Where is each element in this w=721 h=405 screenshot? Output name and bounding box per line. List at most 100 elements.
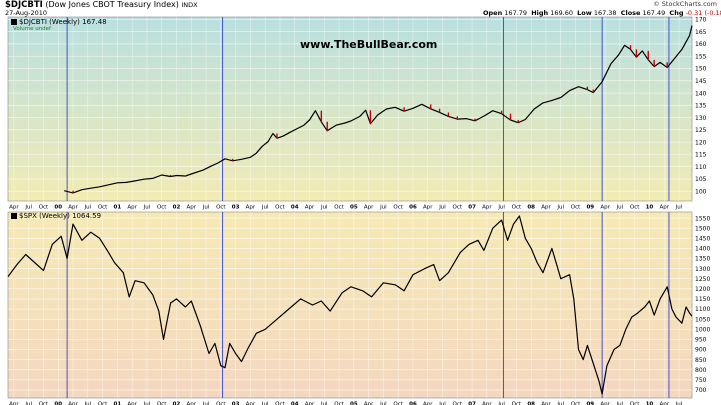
x-tick-label: Oct xyxy=(334,205,344,211)
chart-header: $DJCBTI (Dow Jones CBOT Treasury Index) … xyxy=(5,0,198,10)
x-tick-label: Jul xyxy=(616,402,624,405)
y-tick-label: 900 xyxy=(695,347,707,354)
legend-djcbti: $DJCBTI (Weekly) 167.48 xyxy=(11,18,107,26)
y-tick-label: 1100 xyxy=(695,306,710,313)
high-label: High xyxy=(531,9,549,17)
x-tick-label: Apr xyxy=(9,402,19,405)
legend-swatch-icon xyxy=(11,19,17,25)
x-tick-label: Apr xyxy=(187,205,197,211)
x-tick-label: 10 xyxy=(646,402,654,405)
x-tick-label: 04 xyxy=(291,205,299,211)
x-tick-label: 00 xyxy=(54,402,62,405)
x-tick-label: 05 xyxy=(350,402,358,405)
x-tick-label: Jul xyxy=(616,205,624,211)
y-tick-label: 165 xyxy=(695,29,707,36)
x-tick-label: Oct xyxy=(98,402,108,405)
x-tick-label: 01 xyxy=(114,205,122,211)
x-tick-label: Oct xyxy=(216,402,226,405)
x-tick-label: Apr xyxy=(305,205,315,211)
symbol: $DJCBTI xyxy=(5,0,43,10)
x-tick-label: Oct xyxy=(630,205,640,211)
x-tick-label: Jul xyxy=(202,402,210,405)
x-tick-label: Jul xyxy=(320,402,328,405)
y-tick-label: 160 xyxy=(695,41,707,48)
y-tick-label: 700 xyxy=(695,387,707,394)
exchange: INDX xyxy=(181,1,198,9)
x-tick-label: Apr xyxy=(9,205,19,211)
x-tick-label: Jul xyxy=(24,402,32,405)
x-tick-label: Jul xyxy=(143,205,151,211)
x-tick-label: Jul xyxy=(556,402,564,405)
x-tick-label: 09 xyxy=(586,402,594,405)
x-tick-label: Oct xyxy=(39,205,49,211)
x-tick-label: Jul xyxy=(438,402,446,405)
y-tick-label: 1450 xyxy=(695,235,710,242)
x-tick-label: 09 xyxy=(586,205,594,211)
y-tick-label: 1550 xyxy=(695,215,710,222)
x-tick-label: 07 xyxy=(468,402,476,405)
x-tick-label: 08 xyxy=(527,205,535,211)
y-tick-label: 155 xyxy=(695,53,707,60)
y-tick-label: 135 xyxy=(695,103,707,110)
y-tick-label: 1050 xyxy=(695,316,710,323)
x-tick-label: Jul xyxy=(83,402,91,405)
x-tick-label: Oct xyxy=(275,402,285,405)
x-tick-label: Oct xyxy=(453,402,463,405)
x-tick-label: 08 xyxy=(527,402,535,405)
x-tick-label: Apr xyxy=(482,402,492,405)
x-tick-label: 06 xyxy=(409,205,417,211)
y-tick-label: 750 xyxy=(695,377,707,384)
top-panel-bg xyxy=(7,16,693,202)
credit: © StockCharts.com xyxy=(653,0,717,8)
y-tick-label: 1500 xyxy=(695,225,710,232)
x-tick-label: Apr xyxy=(659,205,669,211)
y-tick-label: 1250 xyxy=(695,276,710,283)
high-value: 169.60 xyxy=(550,9,573,17)
x-tick-label: Oct xyxy=(453,205,463,211)
x-tick-label: 06 xyxy=(409,402,417,405)
x-tick-label: Oct xyxy=(630,402,640,405)
x-tick-label: Jul xyxy=(24,205,32,211)
x-tick-label: Jul xyxy=(143,402,151,405)
x-tick-label: Jul xyxy=(497,402,505,405)
x-tick-label: Oct xyxy=(512,205,522,211)
x-tick-label: Jul xyxy=(379,205,387,211)
x-tick-label: Oct xyxy=(334,402,344,405)
x-tick-label: Apr xyxy=(541,205,551,211)
x-tick-label: Apr xyxy=(482,205,492,211)
x-tick-label: Jul xyxy=(83,205,91,211)
bottom-panel-bg xyxy=(7,211,693,399)
y-tick-label: 170 xyxy=(695,17,707,24)
x-tick-label: Oct xyxy=(571,402,581,405)
low-value: 167.38 xyxy=(593,9,617,17)
y-tick-label: 1350 xyxy=(695,256,710,263)
x-tick-label: Apr xyxy=(68,205,78,211)
x-tick-label: Apr xyxy=(600,402,610,405)
low-label: Low xyxy=(577,9,592,17)
legend-djcbti-label: $DJCBTI (Weekly) 167.48 xyxy=(19,18,107,26)
x-tick-label: 00 xyxy=(54,205,62,211)
chart-date: 27-Aug-2010 xyxy=(5,9,48,17)
x-tick-label: Apr xyxy=(305,402,315,405)
y-tick-label: 850 xyxy=(695,357,707,364)
x-tick-label: 10 xyxy=(646,205,654,211)
y-tick-label: 1300 xyxy=(695,266,710,273)
x-tick-label: Oct xyxy=(512,402,522,405)
y-tick-label: 130 xyxy=(695,115,707,122)
y-tick-label: 120 xyxy=(695,139,707,146)
x-tick-label: Apr xyxy=(246,205,256,211)
legend-spx-label: $SPX (Weekly) 1064.59 xyxy=(19,212,102,220)
y-tick-label: 1150 xyxy=(695,296,710,303)
x-tick-label: Apr xyxy=(423,205,433,211)
legend-swatch-icon xyxy=(11,213,17,219)
x-tick-label: 02 xyxy=(173,205,181,211)
series-line-spx xyxy=(7,215,693,395)
x-tick-label: Oct xyxy=(393,402,403,405)
y-tick-label: 1200 xyxy=(695,286,710,293)
x-tick-label: Jul xyxy=(379,402,387,405)
x-tick-label: Apr xyxy=(600,205,610,211)
x-tick-label: Apr xyxy=(187,402,197,405)
x-tick-label: 04 xyxy=(291,402,299,405)
x-tick-label: Jul xyxy=(202,205,210,211)
